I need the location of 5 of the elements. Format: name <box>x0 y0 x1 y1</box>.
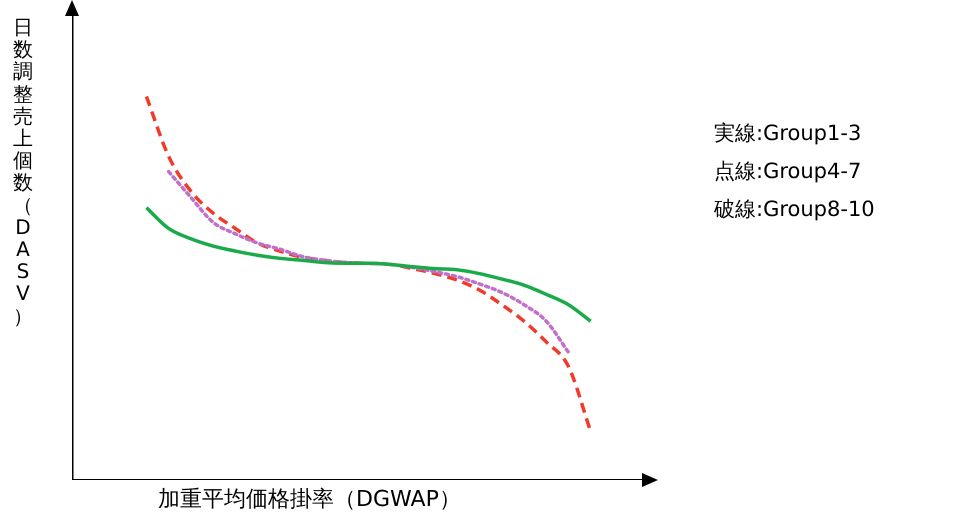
text: 実線:Group1-3 <box>714 120 862 147</box>
x-axis-title: 加重平均価格掛率（DGWAP） <box>158 486 461 512</box>
text: 点線:Group4-7 <box>714 158 862 185</box>
text: 破線:Group8-10 <box>714 196 875 223</box>
text: 日数調整売上個数（DASV） <box>13 15 33 328</box>
